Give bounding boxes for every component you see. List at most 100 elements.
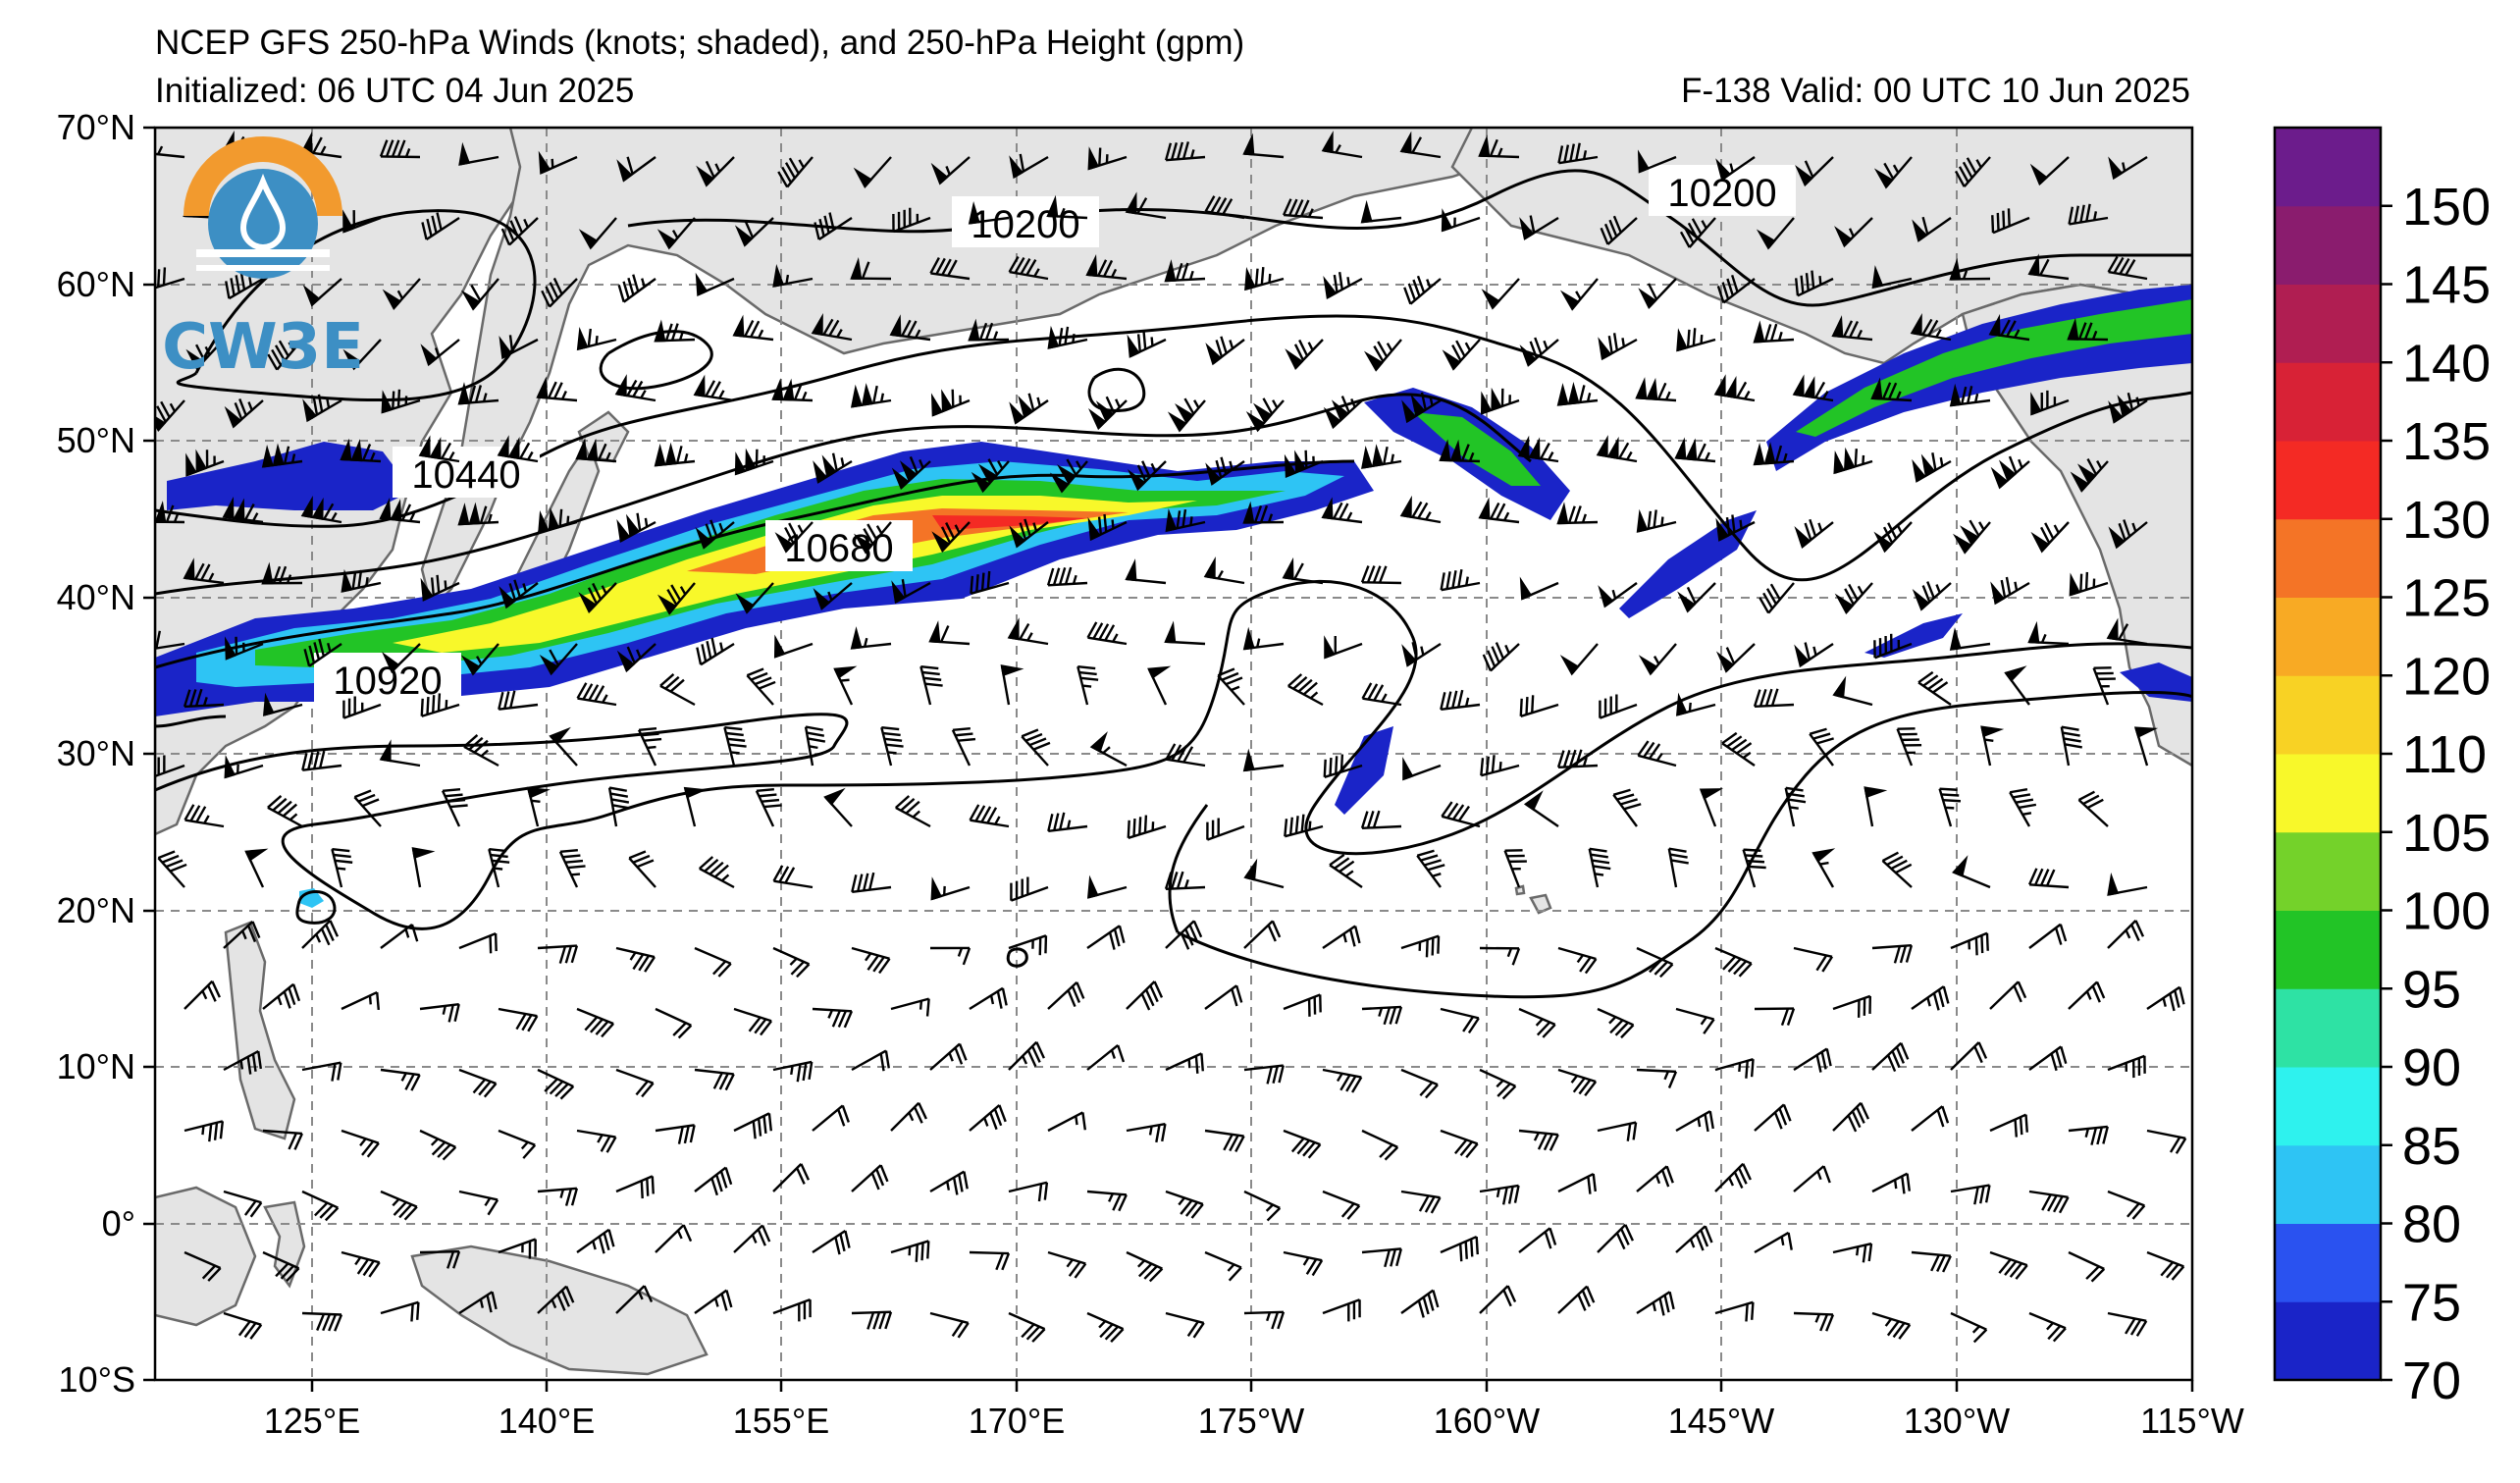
- wind-barb: [1322, 1068, 1363, 1093]
- wind-barb: [1204, 984, 1243, 1010]
- wind-barb: [1008, 1181, 1049, 1202]
- wind-barb: [1046, 194, 1088, 220]
- wind-barb: [1322, 1298, 1361, 1322]
- colorbar-segment: [2275, 988, 2381, 1068]
- wind-barb: [1086, 925, 1126, 950]
- wind-barb: [891, 456, 931, 491]
- wind-barb: [616, 156, 656, 183]
- wind-barb: [655, 1224, 693, 1253]
- land-new-guinea: [410, 1245, 709, 1376]
- wind-barb: [1128, 460, 1167, 492]
- wind-barb: [811, 312, 853, 342]
- wind-barb: [1205, 336, 1245, 366]
- wind-barb: [1243, 1310, 1286, 1330]
- wind-barb: [812, 1104, 850, 1132]
- wind-barb: [804, 725, 826, 767]
- wind-barb: [951, 726, 976, 767]
- wind-barb: [2028, 1045, 2068, 1072]
- wind-barb: [341, 1129, 380, 1158]
- wind-barb: [1677, 582, 1716, 613]
- wind-barb: [813, 582, 853, 610]
- wind-barb: [1911, 985, 1950, 1011]
- wind-barb: [1612, 788, 1642, 827]
- wind-barb: [1950, 1311, 1988, 1344]
- wind-barb: [301, 1311, 343, 1332]
- colorbar-segment: [2275, 910, 2381, 989]
- wind-barb: [1756, 217, 1795, 250]
- lat-label: 0°: [102, 1203, 135, 1244]
- wind-barb: [890, 997, 930, 1017]
- wind-barb: [617, 274, 656, 303]
- wind-barb: [929, 946, 971, 966]
- wind-barb: [157, 850, 187, 888]
- colorbar-label: 125: [2402, 569, 2491, 628]
- wind-barb: [771, 378, 814, 402]
- wind-barb: [1636, 1068, 1678, 1088]
- wind-barb: [1204, 1129, 1245, 1152]
- colorbar-label: 105: [2402, 804, 2491, 863]
- wind-barb: [2028, 1311, 2067, 1343]
- wind-barb: [1164, 620, 1206, 646]
- wind-barb: [458, 1291, 498, 1315]
- wind-barb: [733, 1007, 773, 1036]
- wind-barb: [1896, 727, 1922, 767]
- wind-barb: [576, 682, 617, 707]
- contour-10200-a: [176, 209, 537, 402]
- wind-barb: [850, 626, 892, 650]
- colorbar-segment: [2275, 441, 2381, 520]
- logo-wave-1: [196, 249, 330, 257]
- wind-barb: [929, 1170, 969, 1195]
- wind-barb: [1989, 1113, 2028, 1138]
- wind-barb: [1401, 392, 1442, 424]
- jet-scrap-3: [1335, 726, 1393, 815]
- wind-barb: [1478, 497, 1520, 524]
- wind-barb: [628, 850, 656, 888]
- wind-barb: [755, 787, 782, 827]
- wind-barb: [549, 726, 578, 767]
- wind-barb: [695, 272, 735, 296]
- wind-barb: [1205, 456, 1245, 486]
- wind-barb: [1243, 920, 1282, 949]
- lat-label: 20°N: [57, 890, 135, 930]
- colorbar-segment: [2275, 1223, 2381, 1302]
- wind-barb: [1479, 946, 1521, 966]
- wind-barb: [2092, 666, 2116, 706]
- contour-10680: [155, 393, 1532, 596]
- wind-barb: [1086, 621, 1128, 646]
- wind-barb: [1871, 1172, 1912, 1194]
- wind-barb: [2069, 571, 2109, 597]
- wind-barb: [155, 755, 185, 778]
- wind-barb: [1832, 1242, 1873, 1263]
- wind-barb: [301, 750, 342, 771]
- wind-barb: [1440, 1235, 1479, 1262]
- lon-label: 170°E: [969, 1401, 1065, 1441]
- wind-barb: [380, 1190, 418, 1221]
- wind-barb: [1599, 694, 1638, 719]
- wind-barb: [576, 327, 617, 351]
- wind-barb: [1519, 337, 1559, 367]
- wind-barb: [812, 1230, 851, 1255]
- wind-barb: [654, 319, 696, 343]
- contour-11400: [155, 691, 2192, 999]
- wind-barb: [1675, 692, 1716, 716]
- wind-barb: [2028, 1190, 2070, 1214]
- wind-barb: [968, 318, 1010, 342]
- wind-barb: [694, 946, 732, 978]
- wind-barb: [1754, 1103, 1792, 1132]
- wind-barb: [1912, 452, 1952, 483]
- wind-barb: [2070, 457, 2109, 493]
- wind-barb: [537, 1068, 575, 1100]
- wind-barb: [614, 374, 656, 402]
- wind-barb: [382, 278, 421, 310]
- wind-barb: [2107, 1311, 2148, 1337]
- wind-barb: [331, 847, 353, 888]
- wind-barb: [1557, 1068, 1598, 1097]
- wind-barb: [696, 156, 735, 187]
- wind-barb: [342, 696, 382, 719]
- wind-barb: [576, 1228, 615, 1254]
- wind-barb: [1832, 1101, 1869, 1133]
- wind-barb: [262, 692, 303, 716]
- wind-barb: [616, 643, 656, 673]
- wind-barb: [1795, 156, 1834, 187]
- wind-barb: [1556, 502, 1599, 525]
